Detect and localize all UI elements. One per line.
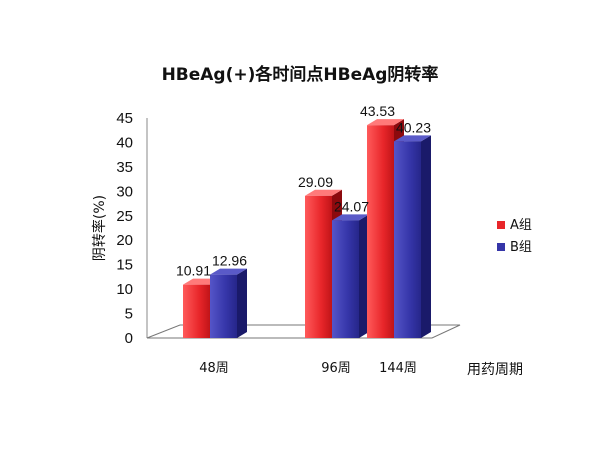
bar-top xyxy=(367,119,404,126)
bar-top xyxy=(210,268,247,275)
bars xyxy=(183,119,431,338)
bar-front xyxy=(305,195,332,338)
bar-top xyxy=(332,214,369,221)
bar-b-0 xyxy=(210,268,247,338)
y-tick-label: 45 xyxy=(116,110,133,127)
category-labels: 48周 96周 144周 xyxy=(199,361,417,376)
bar-b-2 xyxy=(394,135,431,338)
category-label: 144周 xyxy=(379,361,417,376)
data-label: 24.07 xyxy=(334,198,369,214)
bar-top xyxy=(394,135,431,142)
y-tick-label: 35 xyxy=(116,159,133,176)
legend: A组 B组 xyxy=(497,218,532,255)
y-tick-label: 10 xyxy=(116,281,133,298)
x-axis-label: 用药周期 xyxy=(467,362,523,378)
data-label: 43.53 xyxy=(360,103,395,119)
y-tick-label: 30 xyxy=(116,183,133,200)
y-tick-label: 15 xyxy=(116,257,133,274)
y-tick-label: 0 xyxy=(125,330,133,347)
bar-front xyxy=(210,274,237,338)
bar-top xyxy=(305,189,342,196)
data-label: 40.23 xyxy=(396,119,431,135)
data-label: 29.09 xyxy=(298,174,333,190)
bar-b-1 xyxy=(332,214,369,338)
bar-side xyxy=(237,268,247,338)
chart-title: HBeAg(+)各时间点HBeAg阴转率 xyxy=(162,64,439,85)
y-tick-label: 20 xyxy=(116,232,133,249)
y-ticks: 0 5 10 15 20 25 30 35 40 45 xyxy=(116,110,133,347)
bar-front xyxy=(367,125,394,338)
data-label: 10.91 xyxy=(176,263,211,279)
y-axis-label: 阴转率(%) xyxy=(91,195,108,261)
y-tick-label: 40 xyxy=(116,134,133,151)
bar-front xyxy=(394,141,421,338)
bar-front xyxy=(183,284,210,338)
y-tick-label: 25 xyxy=(116,208,133,225)
legend-swatch xyxy=(497,221,505,229)
bar-side xyxy=(421,135,431,338)
bar-side xyxy=(359,214,369,338)
bar-front xyxy=(332,220,359,338)
category-label: 96周 xyxy=(321,361,351,376)
category-label: 48周 xyxy=(199,361,229,376)
legend-swatch xyxy=(497,243,505,251)
y-tick-label: 5 xyxy=(125,306,133,323)
legend-label: B组 xyxy=(510,240,532,255)
data-label: 12.96 xyxy=(212,253,247,269)
legend-label: A组 xyxy=(510,218,532,233)
